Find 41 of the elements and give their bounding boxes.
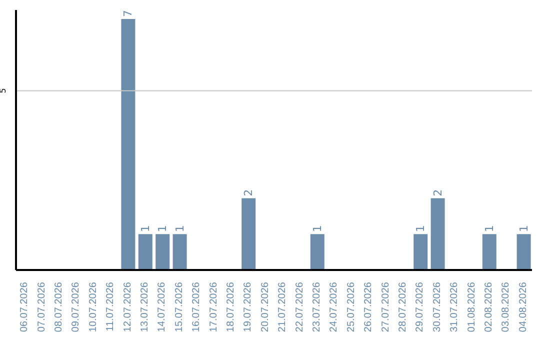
data-label: 1 xyxy=(414,225,428,232)
x-tick-label: 15.07.2026 xyxy=(174,282,185,332)
x-tick-label: 19.07.2026 xyxy=(242,282,254,332)
x-tick-label: 26.07.2026 xyxy=(363,282,374,332)
x-tick-label: 02.08.2026 xyxy=(484,282,494,332)
x-tick-label: 13.07.2026 xyxy=(140,282,150,332)
x-tick-label: 24.07.2026 xyxy=(328,282,340,332)
x-tick-label: 03.08.2026 xyxy=(500,282,512,332)
x-tick-label: 21.07.2026 xyxy=(277,282,288,332)
data-label: 2 xyxy=(431,189,444,196)
x-tick-label: 09.07.2026 xyxy=(70,282,82,332)
x-tick-label: 18.07.2026 xyxy=(226,282,236,332)
x-tick-label: 27.07.2026 xyxy=(380,282,392,332)
data-label: 1 xyxy=(482,225,496,232)
x-tick-label: 28.07.2026 xyxy=(398,282,408,332)
data-label: 1 xyxy=(156,225,170,232)
y-tick-label: 5 xyxy=(0,88,8,94)
data-label: 1 xyxy=(173,225,186,232)
x-tick-label: 08.07.2026 xyxy=(54,282,64,332)
x-tick-label: 11.07.2026 xyxy=(105,282,116,332)
data-label: 2 xyxy=(242,189,256,196)
x-tick-label: 22.07.2026 xyxy=(294,282,306,332)
x-tick-label: 31.07.2026 xyxy=(449,282,460,332)
data-label: 1 xyxy=(517,225,530,232)
x-tick-label: 29.07.2026 xyxy=(414,282,426,332)
x-tick-label: 12.07.2026 xyxy=(122,282,134,332)
x-tick-label: 10.07.2026 xyxy=(88,282,99,332)
x-tick-label: 04.08.2026 xyxy=(518,282,529,332)
data-label: 1 xyxy=(138,225,152,232)
x-tick-label: 01.08.2026 xyxy=(466,282,478,332)
x-tick-label: 14.07.2026 xyxy=(156,282,168,332)
x-tick-label: 07.07.2026 xyxy=(36,282,48,332)
x-tick-label: 23.07.2026 xyxy=(312,282,322,332)
data-label: 1 xyxy=(310,225,324,232)
x-tick-label: 06.07.2026 xyxy=(19,282,30,332)
x-tick-label: 20.07.2026 xyxy=(260,282,271,332)
x-tick-label: 25.07.2026 xyxy=(346,282,357,332)
x-tick-label: 17.07.2026 xyxy=(208,282,220,332)
data-label: 7 xyxy=(122,10,135,17)
x-tick-label: 16.07.2026 xyxy=(191,282,202,332)
x-tick-label: 30.07.2026 xyxy=(432,282,443,332)
